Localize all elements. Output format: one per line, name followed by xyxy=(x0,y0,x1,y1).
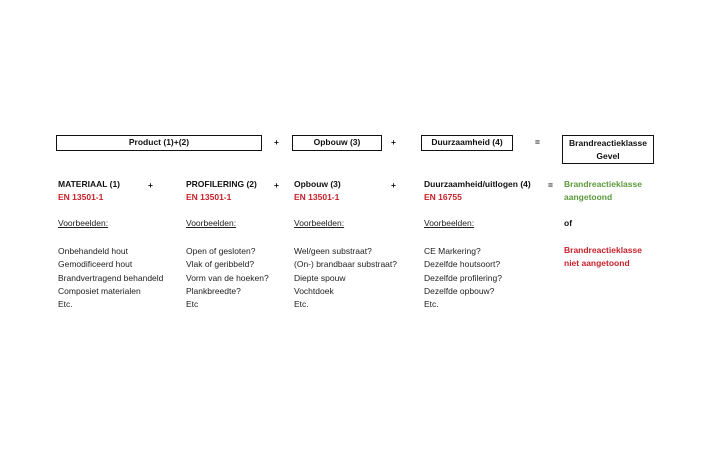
list-item: Gemodificeerd hout xyxy=(58,259,133,270)
examples-list: CE Markering? Dezelfde houtsoort? Dezelf… xyxy=(424,245,531,311)
list-item: Vlak of geribbeld? xyxy=(186,259,255,270)
list-item: Onbehandeld hout xyxy=(58,246,128,256)
equals-operator: = xyxy=(535,137,540,147)
list-item: Vorm van de hoeken? xyxy=(186,272,269,283)
plus-operator: + xyxy=(391,180,396,190)
list-item: Composiet materialen xyxy=(58,285,141,296)
examples-label: Voorbeelden: xyxy=(58,218,109,228)
box-line: Gevel xyxy=(596,151,620,161)
result-positive: aangetoond xyxy=(564,192,613,202)
plus-operator: + xyxy=(274,137,279,147)
column-title: MATERIAAL (1) xyxy=(58,179,121,189)
examples-list: Onbehandeld hout Gemodificeerd hout Bran… xyxy=(58,245,163,311)
list-item: (On-) brandbaar substraat? xyxy=(294,259,397,270)
product-box: Product (1)+(2) xyxy=(56,135,262,151)
column-opbouw: Opbouw (3) EN 13501-1 Voorbeelden: Wel/g… xyxy=(294,179,397,311)
examples-list: Wel/geen substraat? (On-) brandbaar subs… xyxy=(294,245,397,311)
norm-label: EN 13501-1 xyxy=(58,192,104,202)
list-item: Vochtdoek xyxy=(294,285,334,296)
column-profilering: PROFILERING (2) EN 13501-1 Voorbeelden: … xyxy=(186,179,269,311)
list-item: Brandvertragend behandeld xyxy=(58,272,164,283)
column-title: Opbouw (3) xyxy=(294,179,341,189)
norm-label: EN 13501-1 xyxy=(186,192,232,202)
examples-label: Voorbeelden: xyxy=(424,218,475,228)
list-item: Etc. xyxy=(424,299,439,310)
list-item: Dezelfde opbouw? xyxy=(424,285,495,296)
opbouw-box: Opbouw (3) xyxy=(292,135,382,151)
examples-list: Open of gesloten? Vlak of geribbeld? Vor… xyxy=(186,245,269,311)
brandreactieklasse-box: Brandreactieklasse Gevel xyxy=(562,135,654,164)
list-item: Open of gesloten? xyxy=(186,246,256,256)
plus-operator: + xyxy=(148,180,153,190)
equals-operator: = xyxy=(548,180,553,190)
result-positive: Brandreactieklasse xyxy=(564,179,642,189)
result-negative: Brandreactieklasse xyxy=(564,245,642,255)
plus-operator: + xyxy=(274,180,279,190)
column-title: PROFILERING (2) xyxy=(186,179,257,189)
box-line: Brandreactieklasse xyxy=(569,138,647,148)
list-item: Dezelfde profilering? xyxy=(424,272,502,283)
result-column: Brandreactieklasse aangetoond of Brandre… xyxy=(564,179,642,272)
list-item: Etc. xyxy=(58,299,73,310)
column-materiaal: MATERIAAL (1) EN 13501-1 Voorbeelden: On… xyxy=(58,179,163,311)
result-or: of xyxy=(564,218,573,228)
list-item: Wel/geen substraat? xyxy=(294,246,372,256)
examples-label: Voorbeelden: xyxy=(186,218,237,228)
examples-label: Voorbeelden: xyxy=(294,218,345,228)
list-item: Dezelfde houtsoort? xyxy=(424,259,501,270)
column-duurzaamheid: Duurzaamheid/uitlogen (4) EN 16755 Voorb… xyxy=(424,179,531,311)
result-negative: niet aangetoond xyxy=(564,258,630,269)
list-item: Etc xyxy=(186,299,199,310)
norm-label: EN 13501-1 xyxy=(294,192,340,202)
norm-label: EN 16755 xyxy=(424,192,462,202)
column-title: Duurzaamheid/uitlogen (4) xyxy=(424,179,531,189)
list-item: Plankbreedte? xyxy=(186,285,241,296)
duurzaamheid-box: Duurzaamheid (4) xyxy=(421,135,513,151)
list-item: Etc. xyxy=(294,299,309,310)
list-item: CE Markering? xyxy=(424,246,481,256)
plus-operator: + xyxy=(391,137,396,147)
list-item: Diepte spouw xyxy=(294,272,346,283)
